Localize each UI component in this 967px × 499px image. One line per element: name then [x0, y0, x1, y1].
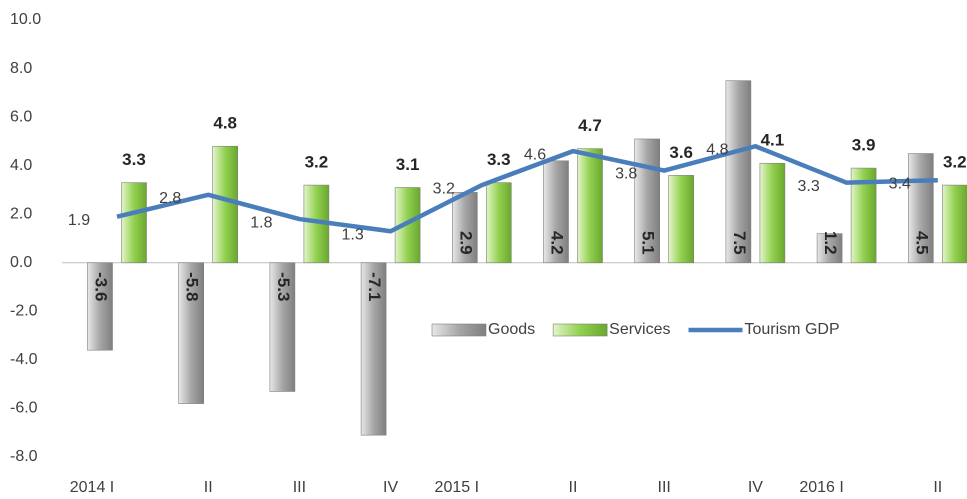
y-tick-label: 0.0 — [10, 254, 32, 271]
x-tick-label: II — [204, 479, 213, 496]
bar — [668, 175, 695, 264]
x-tick-label: III — [658, 479, 671, 496]
data-label: 3.8 — [615, 166, 637, 183]
data-label: 4.7 — [578, 116, 602, 135]
data-label: -5.8 — [183, 272, 202, 301]
data-label: -3.6 — [92, 272, 111, 301]
x-tick-label: 2014 I — [70, 479, 114, 496]
data-label: 3.3 — [797, 178, 819, 195]
data-label: 4.8 — [706, 141, 728, 158]
legend-swatch — [552, 323, 608, 337]
data-label: 4.5 — [912, 231, 931, 255]
data-label: 1.3 — [341, 226, 363, 243]
y-tick-label: 8.0 — [10, 60, 32, 77]
data-label: 3.4 — [889, 175, 911, 192]
bar — [451, 192, 478, 264]
x-tick-label: 2015 I — [435, 479, 479, 496]
data-label: 2.9 — [456, 231, 475, 255]
bar — [907, 153, 934, 264]
bar — [121, 182, 147, 264]
bar — [212, 145, 238, 264]
y-tick-label: -8.0 — [10, 448, 38, 465]
bar — [360, 262, 387, 436]
bar — [577, 148, 603, 264]
x-tick-label: III — [293, 479, 306, 496]
legend-label: Goods — [488, 321, 535, 338]
data-label: 1.2 — [821, 231, 840, 255]
legend-label: Services — [609, 321, 670, 338]
data-label: 4.1 — [761, 131, 785, 150]
data-label: 4.6 — [524, 146, 546, 163]
bar — [725, 80, 752, 264]
x-tick-label: IV — [748, 479, 763, 496]
data-label: 3.6 — [669, 143, 693, 162]
bar — [87, 262, 113, 351]
data-label: 4.2 — [548, 231, 567, 255]
data-label: 3.3 — [122, 150, 146, 169]
x-tick-label: II — [933, 479, 942, 496]
bar — [178, 262, 204, 404]
bar — [269, 262, 296, 392]
data-label: 7.5 — [730, 231, 749, 255]
data-label: 4.8 — [213, 114, 237, 133]
bar — [759, 162, 786, 264]
data-label: 3.2 — [433, 180, 455, 197]
bar — [543, 160, 569, 264]
data-label: 2.8 — [159, 190, 181, 207]
y-tick-label: 4.0 — [10, 157, 32, 174]
data-label: 3.3 — [487, 150, 511, 169]
y-tick-label: -6.0 — [10, 400, 38, 417]
data-label: 3.2 — [305, 153, 329, 172]
x-tick-label: 2016 I — [799, 479, 843, 496]
data-label: 5.1 — [639, 231, 658, 255]
legend-label: Tourism GDP — [745, 321, 840, 338]
data-label: -5.3 — [274, 272, 293, 301]
y-tick-label: 2.0 — [10, 205, 32, 222]
data-label: 3.9 — [852, 136, 876, 155]
bar — [485, 182, 512, 264]
data-label: -7.1 — [365, 272, 384, 301]
y-tick-label: 6.0 — [10, 108, 32, 125]
data-label: 1.9 — [68, 212, 90, 229]
legend-swatch — [431, 323, 487, 337]
data-label: 3.1 — [396, 155, 420, 174]
x-tick-label: IV — [383, 479, 398, 496]
data-label: 3.2 — [943, 153, 967, 172]
line — [116, 143, 938, 234]
y-tick-label: 10.0 — [10, 11, 41, 28]
y-tick-label: -2.0 — [10, 303, 38, 320]
bar — [941, 184, 967, 264]
y-tick-label: -4.0 — [10, 351, 38, 368]
data-label: 1.8 — [250, 214, 272, 231]
bar — [634, 138, 661, 264]
bar — [816, 233, 843, 264]
x-tick-label: II — [569, 479, 578, 496]
